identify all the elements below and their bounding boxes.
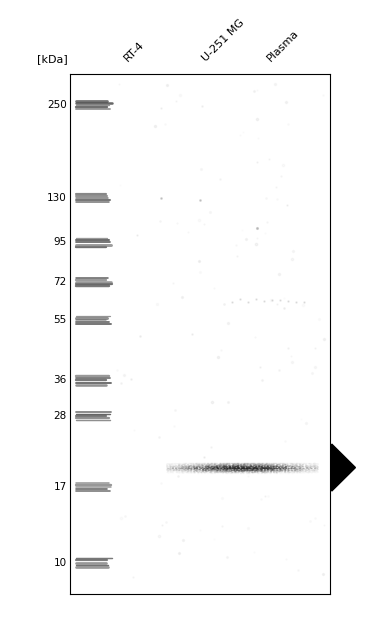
Text: 36: 36 <box>53 375 67 386</box>
Text: 250: 250 <box>47 100 67 110</box>
Text: 17: 17 <box>53 482 67 492</box>
Text: 10: 10 <box>53 558 67 568</box>
Text: RT-4: RT-4 <box>122 40 147 64</box>
Text: 55: 55 <box>53 315 67 325</box>
Text: 95: 95 <box>53 238 67 248</box>
Text: 72: 72 <box>53 277 67 287</box>
Text: 28: 28 <box>53 411 67 421</box>
Polygon shape <box>332 444 355 491</box>
Text: 130: 130 <box>47 193 67 203</box>
Text: [kDa]: [kDa] <box>37 54 68 64</box>
Text: U-251 MG: U-251 MG <box>200 18 246 64</box>
Text: Plasma: Plasma <box>265 28 301 64</box>
